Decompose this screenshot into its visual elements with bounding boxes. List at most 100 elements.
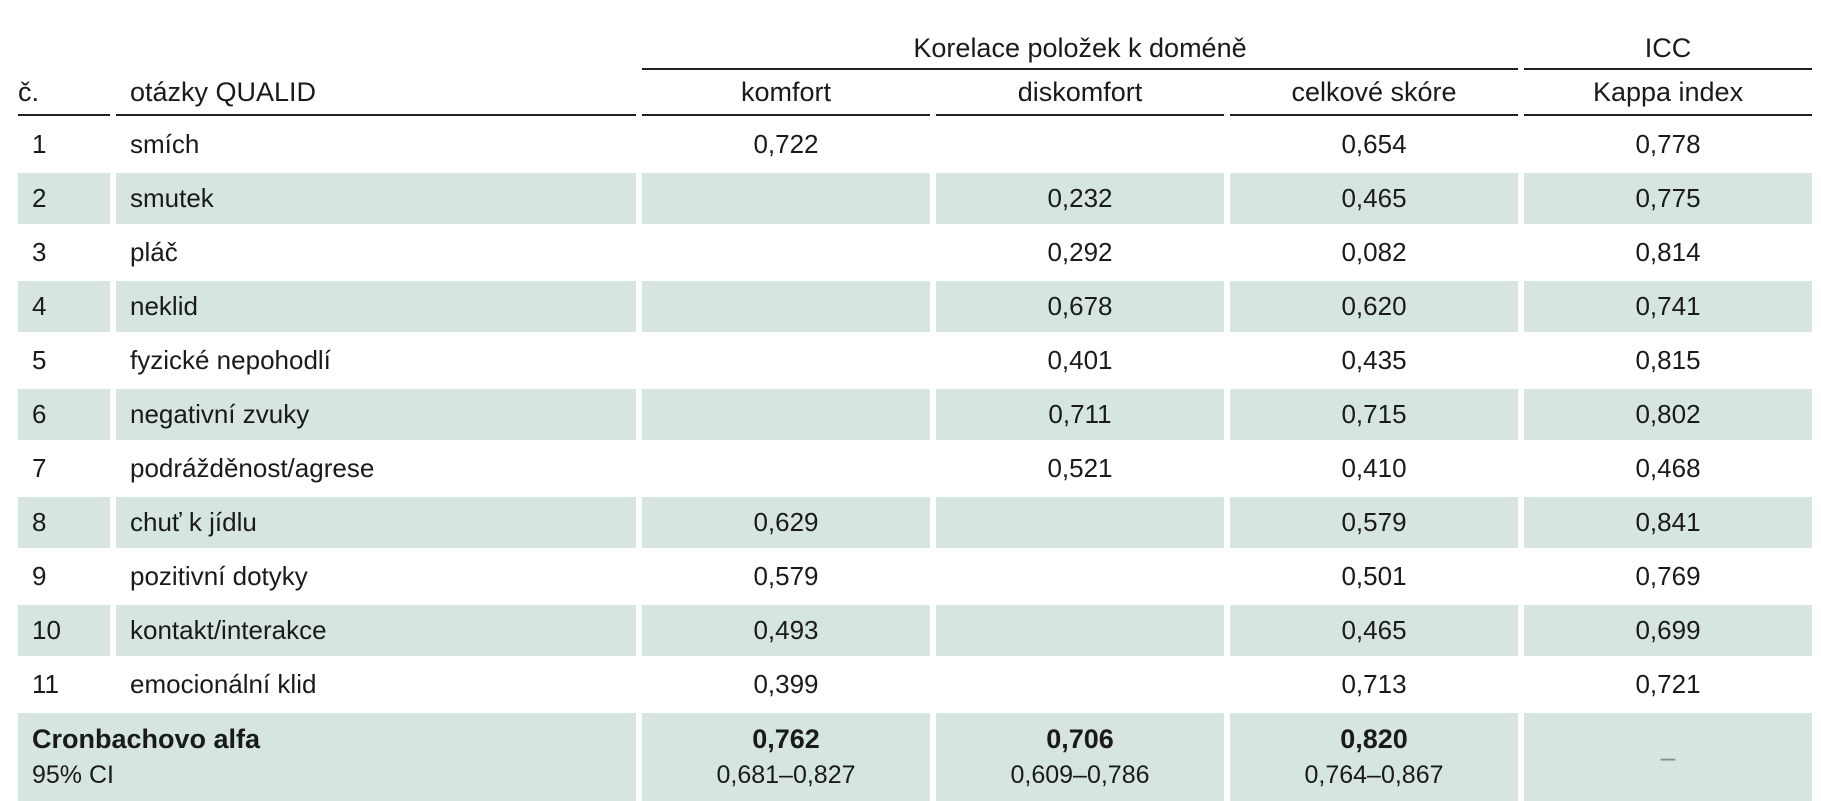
row-total: 0,579 bbox=[1230, 494, 1519, 548]
row-num: 10 bbox=[18, 602, 110, 656]
row-total: 0,501 bbox=[1230, 548, 1519, 602]
column-header-row: č. otázky QUALID komfort diskomfort celk… bbox=[18, 70, 1813, 116]
row-kappa: 0,699 bbox=[1524, 602, 1813, 656]
group-header-icc: ICC bbox=[1524, 24, 1813, 70]
row-kappa: 0,721 bbox=[1524, 656, 1813, 710]
row-total: 0,082 bbox=[1230, 224, 1519, 278]
row-discomfort: 0,711 bbox=[936, 386, 1224, 440]
table-row: 4 neklid 0,678 0,620 0,741 bbox=[18, 278, 1813, 332]
qualid-table-container: Korelace položek k doméně ICC č. otázky … bbox=[18, 24, 1813, 801]
summary-total-ci: 0,764–0,867 bbox=[1304, 761, 1444, 789]
row-num: 4 bbox=[18, 278, 110, 332]
table-row: 5 fyzické nepohodlí 0,401 0,435 0,815 bbox=[18, 332, 1813, 386]
summary-discomfort-ci: 0,609–0,786 bbox=[1010, 761, 1150, 789]
table-row: 2 smutek 0,232 0,465 0,775 bbox=[18, 170, 1813, 224]
summary-comfort: 0,762 bbox=[752, 724, 820, 754]
row-kappa: 0,778 bbox=[1524, 116, 1813, 170]
row-total: 0,620 bbox=[1230, 278, 1519, 332]
row-num: 2 bbox=[18, 170, 110, 224]
summary-total: 0,820 bbox=[1340, 724, 1408, 754]
row-comfort: 0,722 bbox=[642, 116, 930, 170]
row-kappa: 0,802 bbox=[1524, 386, 1813, 440]
table-row: 10 kontakt/interakce 0,493 0,465 0,699 bbox=[18, 602, 1813, 656]
summary-comfort-cell: 0,762 0,681–0,827 bbox=[642, 710, 930, 801]
table-row: 1 smích 0,722 0,654 0,778 bbox=[18, 116, 1813, 170]
row-comfort: 0,399 bbox=[642, 656, 930, 710]
row-discomfort bbox=[936, 494, 1224, 548]
summary-row: Cronbachovo alfa 95% CI 0,762 0,681–0,82… bbox=[18, 710, 1813, 801]
row-kappa: 0,814 bbox=[1524, 224, 1813, 278]
row-comfort bbox=[642, 278, 930, 332]
column-header-kappa: Kappa index bbox=[1524, 70, 1813, 116]
row-total: 0,435 bbox=[1230, 332, 1519, 386]
row-kappa: 0,841 bbox=[1524, 494, 1813, 548]
row-num: 6 bbox=[18, 386, 110, 440]
row-total: 0,410 bbox=[1230, 440, 1519, 494]
row-discomfort: 0,521 bbox=[936, 440, 1224, 494]
group-header-row: Korelace položek k doméně ICC bbox=[18, 24, 1813, 70]
row-comfort bbox=[642, 332, 930, 386]
row-total: 0,715 bbox=[1230, 386, 1519, 440]
table-row: 11 emocionální klid 0,399 0,713 0,721 bbox=[18, 656, 1813, 710]
row-discomfort: 0,232 bbox=[936, 170, 1224, 224]
row-num: 8 bbox=[18, 494, 110, 548]
row-num: 11 bbox=[18, 656, 110, 710]
row-question: smích bbox=[116, 116, 636, 170]
table-body: 1 smích 0,722 0,654 0,778 2 smutek 0,232… bbox=[18, 116, 1813, 801]
summary-total-cell: 0,820 0,764–0,867 bbox=[1230, 710, 1519, 801]
table-row: 3 pláč 0,292 0,082 0,814 bbox=[18, 224, 1813, 278]
row-question: fyzické nepohodlí bbox=[116, 332, 636, 386]
row-question: smutek bbox=[116, 170, 636, 224]
row-question: negativní zvuky bbox=[116, 386, 636, 440]
row-discomfort bbox=[936, 656, 1224, 710]
table-row: 9 pozitivní dotyky 0,579 0,501 0,769 bbox=[18, 548, 1813, 602]
row-discomfort bbox=[936, 116, 1224, 170]
row-comfort: 0,629 bbox=[642, 494, 930, 548]
row-discomfort: 0,678 bbox=[936, 278, 1224, 332]
row-question: neklid bbox=[116, 278, 636, 332]
summary-kappa: – bbox=[1524, 710, 1813, 801]
summary-label-cell: Cronbachovo alfa 95% CI bbox=[18, 710, 636, 801]
summary-comfort-ci: 0,681–0,827 bbox=[716, 761, 856, 789]
row-kappa: 0,741 bbox=[1524, 278, 1813, 332]
qualid-table: Korelace položek k doméně ICC č. otázky … bbox=[12, 24, 1818, 801]
row-total: 0,465 bbox=[1230, 602, 1519, 656]
row-question: kontakt/interakce bbox=[116, 602, 636, 656]
row-num: 5 bbox=[18, 332, 110, 386]
column-header-comfort: komfort bbox=[642, 70, 930, 116]
group-header-correlation: Korelace položek k doméně bbox=[642, 24, 1519, 70]
table-row: 8 chuť k jídlu 0,629 0,579 0,841 bbox=[18, 494, 1813, 548]
row-total: 0,465 bbox=[1230, 170, 1519, 224]
row-comfort: 0,493 bbox=[642, 602, 930, 656]
row-kappa: 0,815 bbox=[1524, 332, 1813, 386]
column-header-num: č. bbox=[18, 70, 110, 116]
summary-label: Cronbachovo alfa bbox=[32, 724, 261, 754]
row-comfort: 0,579 bbox=[642, 548, 930, 602]
table-row: 6 negativní zvuky 0,711 0,715 0,802 bbox=[18, 386, 1813, 440]
row-num: 7 bbox=[18, 440, 110, 494]
row-discomfort bbox=[936, 602, 1224, 656]
summary-discomfort: 0,706 bbox=[1046, 724, 1114, 754]
summary-sublabel: 95% CI bbox=[32, 761, 114, 789]
row-question: chuť k jídlu bbox=[116, 494, 636, 548]
row-kappa: 0,468 bbox=[1524, 440, 1813, 494]
row-comfort bbox=[642, 170, 930, 224]
row-comfort bbox=[642, 440, 930, 494]
row-total: 0,713 bbox=[1230, 656, 1519, 710]
row-comfort bbox=[642, 386, 930, 440]
row-question: podrážděnost/agrese bbox=[116, 440, 636, 494]
column-header-total: celkové skóre bbox=[1230, 70, 1519, 116]
row-num: 1 bbox=[18, 116, 110, 170]
row-num: 9 bbox=[18, 548, 110, 602]
row-kappa: 0,769 bbox=[1524, 548, 1813, 602]
row-comfort bbox=[642, 224, 930, 278]
summary-discomfort-cell: 0,706 0,609–0,786 bbox=[936, 710, 1224, 801]
column-header-discomfort: diskomfort bbox=[936, 70, 1224, 116]
row-num: 3 bbox=[18, 224, 110, 278]
row-discomfort: 0,401 bbox=[936, 332, 1224, 386]
row-question: emocionální klid bbox=[116, 656, 636, 710]
row-question: pláč bbox=[116, 224, 636, 278]
table-row: 7 podrážděnost/agrese 0,521 0,410 0,468 bbox=[18, 440, 1813, 494]
row-discomfort bbox=[936, 548, 1224, 602]
row-question: pozitivní dotyky bbox=[116, 548, 636, 602]
